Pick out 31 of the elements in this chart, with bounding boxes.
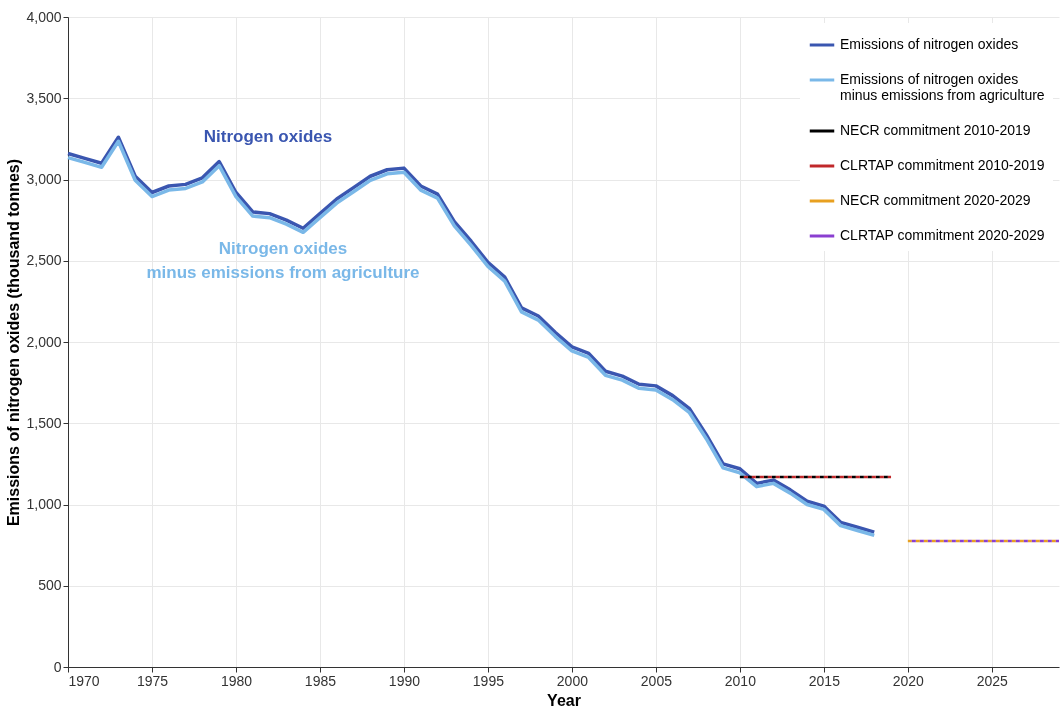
y-tick-label: 500 [38,577,62,594]
legend-label: CLRTAP commitment 2010-2019 [840,157,1045,173]
y-axis-title: Emissions of nitrogen oxides (thousand tonnes) [5,158,23,527]
x-tick-label: 2025 [976,672,1009,689]
legend-label: Emissions of nitrogen oxides minus emissions from agriculture [840,71,1045,103]
legend-label: CLRTAP commitment 2020-2029 [840,227,1045,243]
x-tick-label: 2020 [892,672,925,689]
x-axis-title: Year [547,691,581,709]
x-tick-label: 2000 [556,672,589,689]
x-tick-label: 2005 [640,672,673,689]
annotation: Nitrogen oxides [203,127,333,146]
y-tick-label: 1,000 [26,496,62,512]
x-tick-label: 1995 [472,672,505,689]
x-tick-label: 1985 [304,672,337,689]
x-tick-label: 1980 [220,672,253,689]
x-tick-label: 2010 [724,672,757,689]
y-tick-label: 2,500 [26,252,62,269]
y-tick-label: 3,000 [26,171,62,187]
y-tick-label: 2,000 [26,333,62,350]
y-tick-label: 3,500 [26,89,62,106]
x-tick-label: 1970 [68,672,100,689]
x-tick-label: 1990 [388,672,421,689]
legend-label: Emissions of nitrogen oxides [840,36,1019,52]
x-tick-label: 2015 [808,672,841,689]
y-tick-label: 4,000 [26,8,62,25]
legend-label: NECR commitment 2020-2029 [840,192,1031,208]
annotation: Nitrogen oxides minus emissions from agriculture [146,239,420,282]
y-tick-label: 1,500 [26,414,62,431]
legend-label: NECR commitment 2010-2019 [840,122,1031,138]
y-tick-label: 0 [53,658,62,675]
x-tick-label: 1975 [136,672,169,689]
